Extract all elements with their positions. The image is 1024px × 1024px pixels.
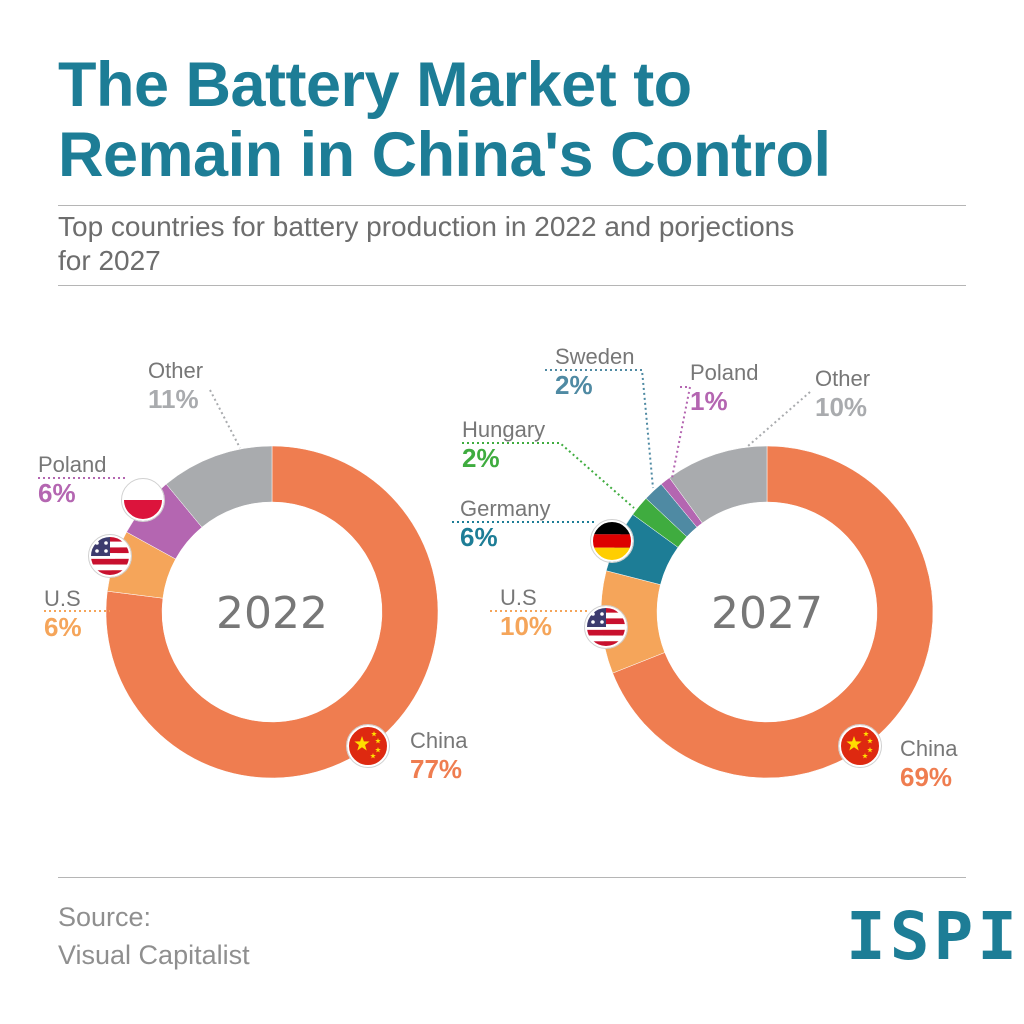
subtitle-line-1: Top countries for battery production in … xyxy=(58,211,795,242)
title-divider xyxy=(58,205,966,206)
slice-value-label: 6% xyxy=(44,612,82,642)
source-name: Visual Capitalist xyxy=(58,940,250,970)
slice-name-label: Germany xyxy=(460,496,550,521)
source-note: Source: Visual Capitalist xyxy=(58,898,250,974)
slice-china-2027 xyxy=(612,445,934,779)
chart-title: The Battery Market to Remain in China's … xyxy=(58,50,988,190)
leader-line xyxy=(209,389,241,449)
leader-line xyxy=(545,369,654,489)
title-line-1: The Battery Market to xyxy=(58,50,692,120)
china-flag-icon xyxy=(346,724,390,768)
slice-name-label: Other xyxy=(815,366,870,391)
ispi-logo: ISPI xyxy=(846,898,1021,975)
slice-name-label: Poland xyxy=(690,360,759,385)
slice-value-label: 2% xyxy=(462,443,500,473)
slice-value-label: 10% xyxy=(500,611,552,641)
slice-name-label: U.S xyxy=(44,586,81,611)
slice-value-label: 6% xyxy=(38,478,76,508)
slice-value-label: 1% xyxy=(690,386,728,416)
subtitle-divider xyxy=(58,285,966,286)
slice-value-label: 6% xyxy=(460,522,498,552)
slice-name-label: Poland xyxy=(38,452,107,477)
poland-flag-icon xyxy=(121,478,165,522)
center-year-label: 2022 xyxy=(216,588,328,639)
slice-name-label: Hungary xyxy=(462,417,545,442)
title-line-2: Remain in China's Control xyxy=(58,120,831,190)
slice-other-2027 xyxy=(669,445,768,524)
slice-value-label: 10% xyxy=(815,392,867,422)
slice-value-label: 11% xyxy=(148,384,199,414)
germany-flag-icon xyxy=(590,519,634,563)
us-flag-icon xyxy=(584,605,628,649)
slice-name-label: U.S xyxy=(500,585,537,610)
slice-name-label: China xyxy=(900,736,958,761)
center-year-label: 2027 xyxy=(711,588,823,639)
slice-name-label: Sweden xyxy=(555,344,635,369)
leader-line xyxy=(747,391,811,447)
slice-value-label: 69% xyxy=(900,762,952,792)
footer-divider xyxy=(58,877,966,878)
donut-charts: 2022China77%U.S6%Poland6%Other11%2027Chi… xyxy=(38,344,958,792)
slice-china-2022 xyxy=(105,445,439,779)
slice-name-label: Other xyxy=(148,358,203,383)
source-label: Source: xyxy=(58,902,152,932)
slice-value-label: 77% xyxy=(410,754,462,784)
chart-subtitle: Top countries for battery production in … xyxy=(58,210,958,278)
slice-value-label: 2% xyxy=(555,370,593,400)
slice-name-label: China xyxy=(410,728,468,753)
subtitle-line-2: for 2027 xyxy=(58,245,161,276)
us-flag-icon xyxy=(88,534,132,578)
china-flag-icon xyxy=(838,724,882,768)
leader-line xyxy=(671,386,692,479)
slice-other-2022 xyxy=(165,445,273,528)
